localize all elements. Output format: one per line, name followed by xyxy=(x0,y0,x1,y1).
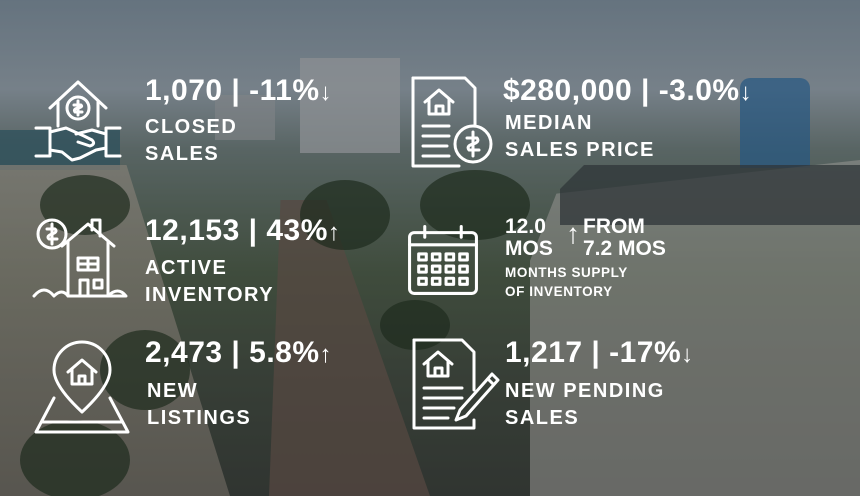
up-arrow-icon: ↑ xyxy=(327,219,341,246)
down-arrow-icon: ↓ xyxy=(681,341,694,368)
up-arrow-icon: ↑ xyxy=(319,341,333,368)
down-arrow-icon: ↓ xyxy=(739,79,753,106)
map-pin-house-icon xyxy=(32,336,132,436)
active-inventory-label-2: INVENTORY xyxy=(145,284,275,306)
new-pending-label-1: NEW PENDING xyxy=(505,380,665,402)
document-house-pen-icon xyxy=(404,334,504,434)
hand-shake-house-dollar-icon xyxy=(32,70,132,170)
new-pending-value: 1,217 | -17% xyxy=(505,336,682,369)
median-price-label-2: SALES PRICE xyxy=(505,139,655,161)
months-supply-unit: MOS xyxy=(505,237,553,260)
active-inventory-label-1: ACTIVE xyxy=(145,257,228,279)
months-supply-from-label: FROM xyxy=(583,215,645,238)
new-listings-value: 2,473 | 5.8% xyxy=(145,336,320,369)
closed-sales-label-1: CLOSED xyxy=(145,116,238,138)
closed-sales-label-2: SALES xyxy=(145,143,220,165)
median-price-value: $280,000 | -3.0% xyxy=(503,74,740,107)
house-dollar-tag-icon xyxy=(30,208,130,308)
house-document-dollar-icon xyxy=(403,72,503,172)
calendar-icon xyxy=(405,222,481,298)
active-inventory-value: 12,153 | 43% xyxy=(145,214,328,247)
new-listings-label-2: LISTINGS xyxy=(147,407,252,429)
months-supply-label-2: OF INVENTORY xyxy=(505,284,613,299)
up-arrow-icon: ↑ xyxy=(566,218,580,249)
down-arrow-icon: ↓ xyxy=(319,79,333,106)
median-price-label-1: MEDIAN xyxy=(505,112,593,134)
months-supply-label-1: MONTHS SUPPLY xyxy=(505,265,628,280)
months-supply-value: 12.0 xyxy=(505,215,546,238)
new-pending-label-2: SALES xyxy=(505,407,580,429)
closed-sales-value: 1,070 | -11% xyxy=(145,74,320,107)
new-listings-label-1: NEW xyxy=(147,380,199,402)
months-supply-from-value: 7.2 MOS xyxy=(583,237,666,260)
